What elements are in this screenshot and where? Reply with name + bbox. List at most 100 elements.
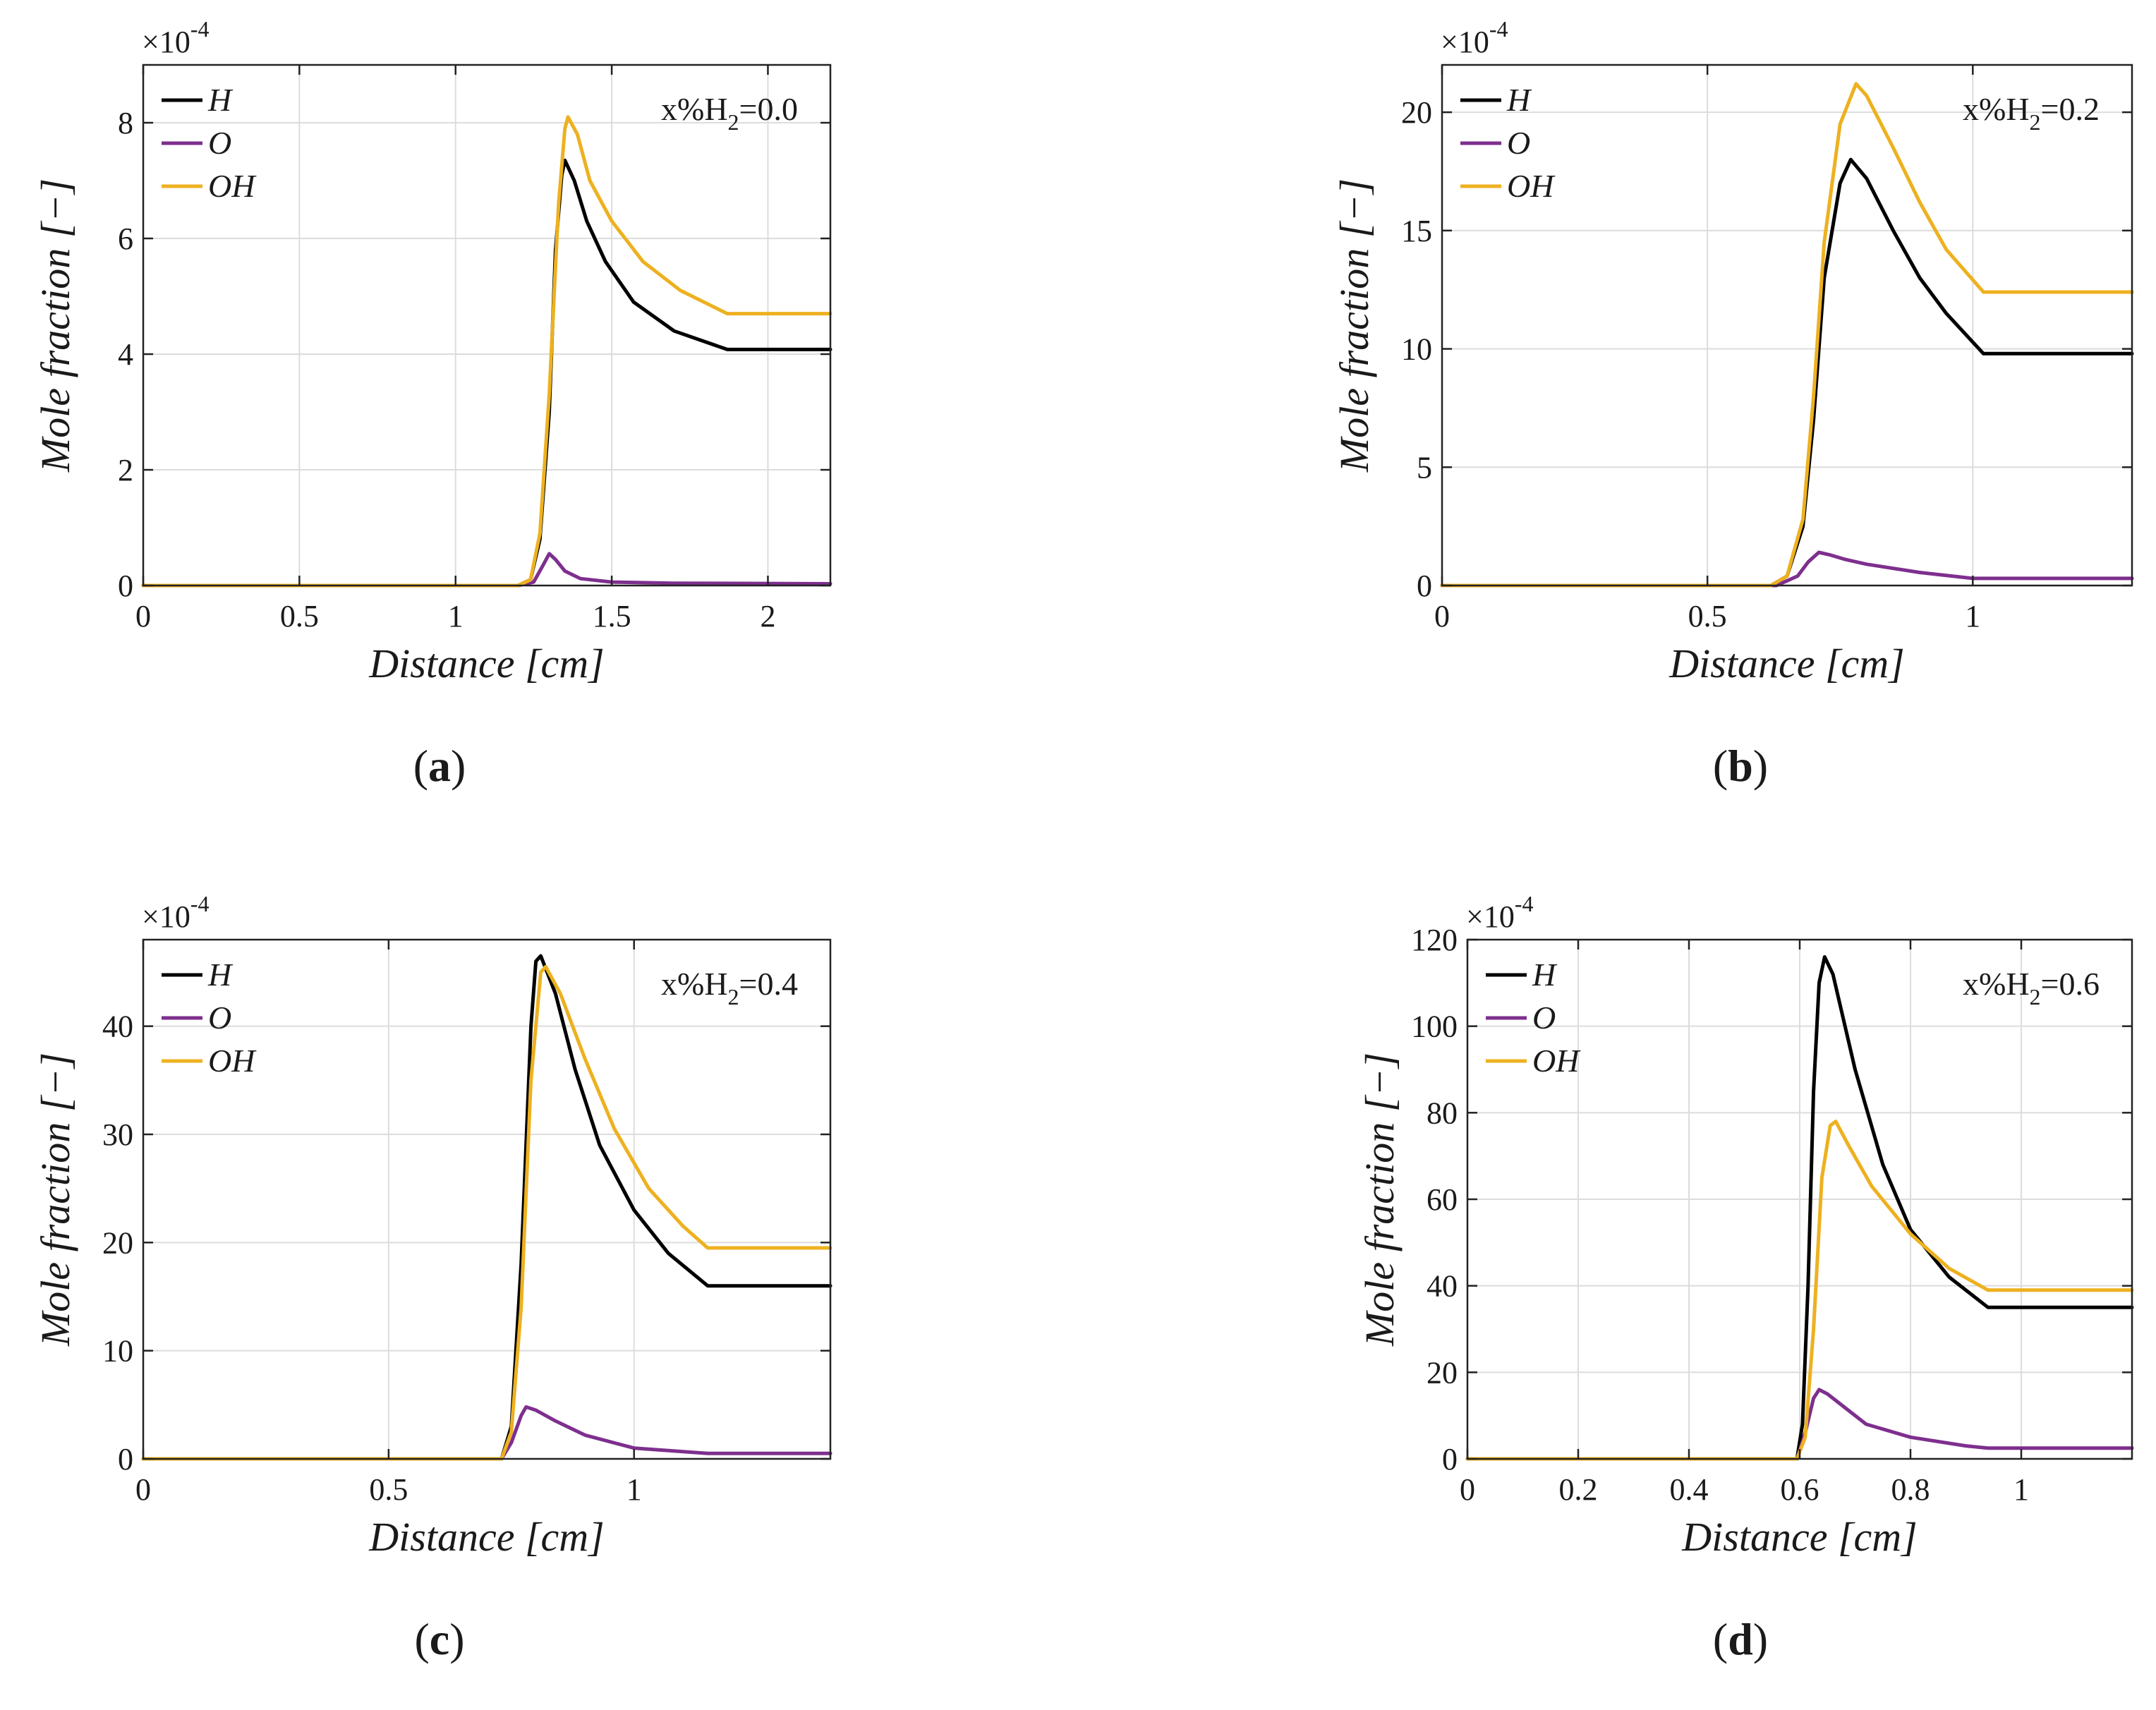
panel-a-grid — [143, 65, 830, 586]
panel-b-legend-label-oh: OH — [1507, 168, 1556, 204]
panel-c-ytick-label-3: 30 — [102, 1117, 133, 1152]
panel-d-xtick-label-2: 0.4 — [1670, 1472, 1709, 1507]
panel-b-multiplier: ×10-4 — [1441, 16, 1508, 59]
panel-a-legend-label-h: H — [207, 82, 234, 118]
panel-d-ytick-label-3: 60 — [1427, 1182, 1458, 1217]
panel-b-xtick-label-2: 1 — [1965, 599, 1980, 633]
panel-a-legend: HO OH — [162, 82, 257, 204]
panel-b-tag: (b) — [1713, 741, 1768, 791]
panel-a-series — [141, 115, 832, 588]
panel-c-series-o — [141, 1405, 832, 1461]
panel-d-xtick-label-3: 0.6 — [1781, 1472, 1819, 1507]
panel-b-ylabel: Mole fraction [−] — [1331, 178, 1377, 473]
panel-d-annotation: x%H2=0.6 — [1963, 966, 2100, 1009]
panel-c-series-h — [141, 954, 832, 1461]
panel-d-xtick-label-0: 0 — [1460, 1472, 1475, 1507]
panel-c-series — [141, 954, 832, 1461]
panel-d-legend: HO OH — [1486, 957, 1581, 1079]
panel-d-legend-label-o: O — [1532, 1000, 1556, 1036]
panel-b-xtick-label-0: 0 — [1434, 599, 1450, 633]
panel-d: 0 0.2 0.4 0.6 0.8 1 0 20 40 60 80 100 120 HO OH x%H2=… — [1357, 891, 2134, 1664]
panel-b-ytick-label-4: 20 — [1401, 95, 1432, 130]
panel-d-ytick-label-1: 20 — [1427, 1355, 1458, 1390]
panel-c-series-oh — [141, 964, 832, 1461]
panel-c-xtick-label-1: 0.5 — [369, 1472, 408, 1507]
panel-a-ytick-label-1: 2 — [118, 453, 133, 487]
panel-c-ylabel: Mole fraction [−] — [32, 1053, 78, 1347]
panel-a-xtick-label-3: 1.5 — [593, 599, 631, 633]
panel-b-xtick-label-1: 0.5 — [1688, 599, 1727, 633]
panel-a-legend-label-o: O — [208, 125, 231, 161]
panel-c-legend-label-oh: OH — [208, 1043, 257, 1079]
panel-a-xtick-label-2: 1 — [448, 599, 464, 633]
panel-b-ytick-label-0: 0 — [1417, 569, 1432, 603]
panel-a-annotation: x%H2=0.0 — [661, 91, 798, 135]
panel-b-frame — [1441, 63, 2133, 587]
panel-d-ytick-label-6: 120 — [1411, 923, 1458, 957]
panel-a-series-h — [141, 158, 832, 588]
panel-d-ylabel: Mole fraction [−] — [1357, 1053, 1403, 1347]
panel-c-legend-label-h: H — [207, 957, 234, 993]
panel-d-legend-label-h: H — [1532, 957, 1558, 993]
panel-c-legend-label-o: O — [208, 1000, 231, 1036]
panel-d-xlabel: Distance [cm] — [1681, 1514, 1917, 1560]
panel-d-ytick-label-5: 100 — [1411, 1009, 1458, 1044]
panel-b-annotation: x%H2=0.2 — [1963, 91, 2100, 135]
panel-a-series-oh — [141, 115, 832, 588]
panel-d-ticks: 0 0.2 0.4 0.6 0.8 1 0 20 40 60 80 100 120 — [1411, 923, 2132, 1507]
panel-c-xtick-label-2: 1 — [626, 1472, 642, 1507]
panel-a-frame — [142, 63, 832, 587]
panel-a-ytick-label-3: 6 — [118, 222, 133, 256]
panel-a-multiplier: ×10-4 — [142, 16, 209, 59]
panel-c-xtick-label-0: 0 — [135, 1472, 151, 1507]
panel-a-ytick-label-4: 8 — [118, 106, 133, 140]
panel-a: 0 0.5 1 1.5 2 0 2 4 6 8 HO OH x%H2=0.0 ×10-4 Dista… — [32, 16, 832, 791]
panel-a-series-o — [141, 552, 832, 588]
panel-d-grid — [1467, 940, 2132, 1459]
panel-a-xtick-label-4: 2 — [760, 599, 775, 633]
panel-d-ytick-label-2: 40 — [1427, 1269, 1458, 1304]
panel-d-series — [1465, 955, 2134, 1461]
panel-a-xtick-label-1: 0.5 — [280, 599, 319, 633]
panel-d-tag: (d) — [1713, 1614, 1768, 1664]
panel-d-xtick-label-4: 0.8 — [1891, 1472, 1930, 1507]
panel-c-ytick-label-4: 40 — [102, 1009, 133, 1044]
panel-b-grid — [1442, 65, 2132, 586]
panel-a-ytick-label-2: 4 — [118, 337, 133, 372]
panel-a-xlabel: Distance [cm] — [368, 641, 604, 686]
panel-a-ylabel: Mole fraction [−] — [32, 178, 78, 473]
panel-b-legend-label-o: O — [1507, 125, 1530, 161]
panel-b-ytick-label-3: 15 — [1401, 214, 1432, 248]
panel-a-xtick-label-0: 0 — [135, 599, 151, 633]
panel-b-series-oh — [1440, 82, 2134, 588]
panel-d-legend-label-oh: OH — [1532, 1043, 1581, 1079]
panel-b-ytick-label-2: 10 — [1401, 332, 1432, 367]
panel-c-multiplier: ×10-4 — [142, 891, 209, 934]
panel-a-ticks: 0 0.5 1 1.5 2 0 2 4 6 8 — [118, 65, 830, 633]
panel-c-legend: HO OH — [162, 957, 257, 1079]
panel-d-xtick-label-1: 0.2 — [1559, 1472, 1598, 1507]
panel-c-xlabel: Distance [cm] — [368, 1514, 604, 1560]
panel-b-xlabel: Distance [cm] — [1669, 641, 1904, 686]
panel-c-ytick-label-2: 20 — [102, 1225, 133, 1260]
panel-b-series — [1440, 82, 2134, 588]
panel-d-series-oh — [1465, 1120, 2134, 1461]
panel-d-xtick-label-5: 1 — [2013, 1472, 2029, 1507]
panel-d-ytick-label-0: 0 — [1442, 1442, 1458, 1476]
panel-a-legend-label-oh: OH — [208, 168, 257, 204]
panel-b-series-o — [1440, 550, 2134, 588]
panel-d-multiplier: ×10-4 — [1466, 891, 1533, 934]
panel-a-ytick-label-0: 0 — [118, 569, 133, 603]
panel-c-frame — [142, 938, 832, 1460]
panel-c-ytick-label-1: 10 — [102, 1334, 133, 1369]
panel-b-ytick-label-1: 5 — [1417, 450, 1432, 485]
panel-c-grid — [143, 940, 830, 1459]
panel-b-legend: HO OH — [1460, 82, 1556, 204]
panel-b-legend-label-h: H — [1506, 82, 1532, 118]
panel-c-tag: (c) — [414, 1614, 464, 1664]
panel-c-annotation: x%H2=0.4 — [661, 966, 798, 1009]
